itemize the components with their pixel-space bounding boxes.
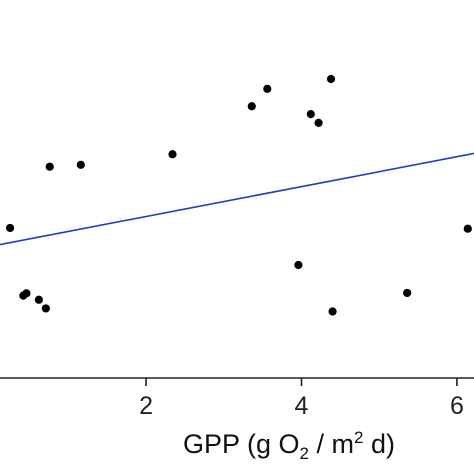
data-points: [6, 74, 472, 316]
data-point: [326, 74, 336, 84]
x-tick-label: 4: [295, 392, 309, 420]
trend-line: [0, 152, 474, 246]
x-axis-title-subscript: 2: [300, 444, 309, 463]
data-point: [6, 223, 15, 233]
data-point: [328, 307, 337, 316]
data-point: [314, 118, 323, 127]
x-tick-label: 6: [450, 392, 464, 420]
x-ticks: 2 4 6: [139, 378, 464, 420]
x-tick-label: 2: [139, 392, 153, 420]
data-point: [41, 304, 50, 313]
x-axis-title-superscript: 2: [354, 428, 363, 447]
data-point: [294, 260, 303, 270]
x-axis-title-suffix: d): [363, 429, 395, 459]
data-point: [463, 224, 472, 233]
data-point: [247, 102, 256, 111]
data-point: [34, 295, 43, 304]
data-point: [22, 289, 31, 298]
x-axis-title: GPP (g O2 / m2 d): [183, 428, 395, 463]
data-point: [45, 162, 54, 171]
data-point: [76, 160, 85, 169]
plot-area: [0, 74, 474, 316]
x-axis-title-middle: / m: [309, 429, 354, 459]
data-point: [403, 288, 412, 298]
x-axis-title-prefix: GPP (g O: [183, 429, 300, 459]
data-point: [306, 110, 315, 119]
data-point: [263, 84, 272, 93]
data-point: [168, 150, 177, 159]
x-axis: 2 4 6: [0, 377, 474, 420]
